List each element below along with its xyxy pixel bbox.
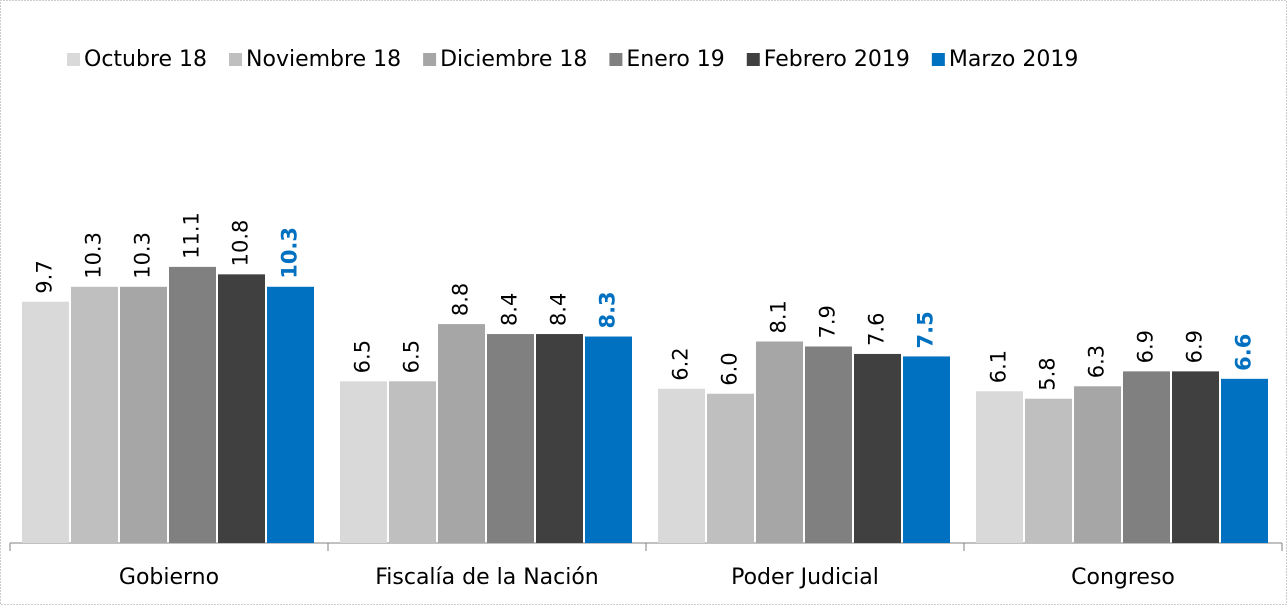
bar xyxy=(805,346,852,543)
bar xyxy=(340,381,387,543)
data-label: 10.3 xyxy=(131,232,155,279)
data-label: 6.9 xyxy=(1183,330,1207,363)
x-tick-label: Gobierno xyxy=(119,565,219,590)
data-label: 7.5 xyxy=(914,311,938,348)
data-label: 6.0 xyxy=(718,352,742,385)
data-label: 8.1 xyxy=(767,300,791,333)
data-label: 8.3 xyxy=(596,291,620,328)
legend-label: Marzo 2019 xyxy=(949,47,1079,72)
legend-swatch xyxy=(67,53,80,66)
data-label: 8.8 xyxy=(449,283,473,316)
legend-label: Diciembre 18 xyxy=(440,47,587,72)
data-label: 10.3 xyxy=(278,227,302,279)
bar xyxy=(756,341,803,543)
legend-swatch xyxy=(931,53,945,66)
data-label: 10.3 xyxy=(82,232,106,279)
bar xyxy=(1074,386,1121,543)
bar xyxy=(658,388,705,543)
data-label: 6.5 xyxy=(400,340,424,373)
bar xyxy=(120,286,167,543)
data-label: 8.4 xyxy=(498,293,522,326)
data-label: 7.6 xyxy=(865,313,889,346)
data-label: 11.1 xyxy=(180,212,204,259)
data-label: 6.9 xyxy=(1134,330,1158,363)
bar xyxy=(169,266,216,543)
bar xyxy=(487,334,534,543)
x-tick-label: Fiscalía de la Nación xyxy=(375,565,599,590)
legend-swatch xyxy=(229,53,243,66)
bar xyxy=(267,286,314,543)
legend-label: Enero 19 xyxy=(626,47,724,72)
x-tick-label: Congreso xyxy=(1071,565,1175,590)
data-label: 8.4 xyxy=(547,293,571,326)
bar xyxy=(854,353,901,543)
data-label: 10.8 xyxy=(229,220,253,267)
legend-label: Noviembre 18 xyxy=(246,47,401,72)
bar xyxy=(1123,371,1170,543)
legend-swatch xyxy=(746,53,760,66)
legend-label: Febrero 2019 xyxy=(764,47,910,72)
bar xyxy=(707,393,754,543)
data-label: 6.2 xyxy=(669,347,693,380)
bar xyxy=(903,356,950,543)
legend-label: Octubre 18 xyxy=(84,47,207,72)
bar xyxy=(1172,371,1219,543)
data-label: 6.1 xyxy=(987,350,1011,383)
bar xyxy=(976,391,1023,543)
legend-swatch xyxy=(423,53,437,66)
data-label: 6.3 xyxy=(1085,345,1109,378)
bar xyxy=(218,274,265,543)
bar xyxy=(585,336,632,543)
x-tick-label: Poder Judicial xyxy=(731,565,879,590)
bar xyxy=(536,334,583,543)
bar xyxy=(1221,378,1268,543)
data-label: 5.8 xyxy=(1036,357,1060,390)
data-label: 7.9 xyxy=(816,305,840,338)
data-label: 6.6 xyxy=(1232,334,1256,371)
bar xyxy=(71,286,118,543)
bar xyxy=(389,381,436,543)
bar xyxy=(1025,398,1072,543)
legend-swatch xyxy=(609,53,623,66)
bar xyxy=(22,301,69,543)
data-label: 9.7 xyxy=(33,260,57,293)
bar xyxy=(438,324,485,543)
data-label: 6.5 xyxy=(351,340,375,373)
